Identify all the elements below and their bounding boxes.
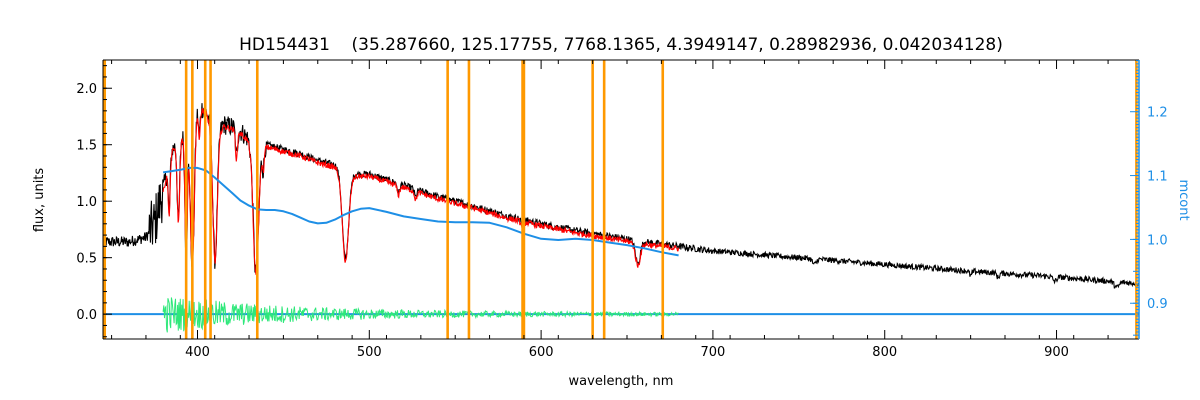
model-spectrum-line (162, 108, 680, 276)
y2-tick-label: 1.0 (1147, 233, 1168, 248)
x-tick-label: 800 (872, 345, 897, 360)
x-tick-label: 500 (357, 345, 382, 360)
y-tick-label: 1.5 (76, 139, 97, 154)
continuum-curve (162, 166, 679, 257)
x-tick-label: 700 (701, 345, 726, 360)
plot-area (103, 60, 1139, 339)
x-axis-label: wavelength, nm (569, 374, 674, 389)
y-tick-label: 1.0 (76, 195, 97, 210)
y2-tick-label: 1.1 (1147, 170, 1168, 185)
y-axis-label: flux, units (32, 168, 47, 233)
y2-tick-label: 0.9 (1147, 297, 1168, 312)
y-tick-label: 2.0 (76, 82, 97, 97)
y2-tick-label: 1.2 (1147, 106, 1168, 121)
x-tick-label: 900 (1044, 345, 1069, 360)
axes: 400 500 600 700 800 900 0.0 0.5 1.0 1.5 2.0 0.9 1.0 1… (76, 59, 1168, 360)
chart-title: HD154431 (35.287660, 125.17755, 7768.136… (239, 35, 1003, 55)
x-tick-label: 600 (529, 345, 554, 360)
y-tick-label: 0.5 (76, 252, 97, 267)
y2-axis-label: mcont (1176, 179, 1191, 220)
y-tick-label: 0.0 (76, 308, 97, 323)
x-tick-label: 400 (185, 345, 210, 360)
